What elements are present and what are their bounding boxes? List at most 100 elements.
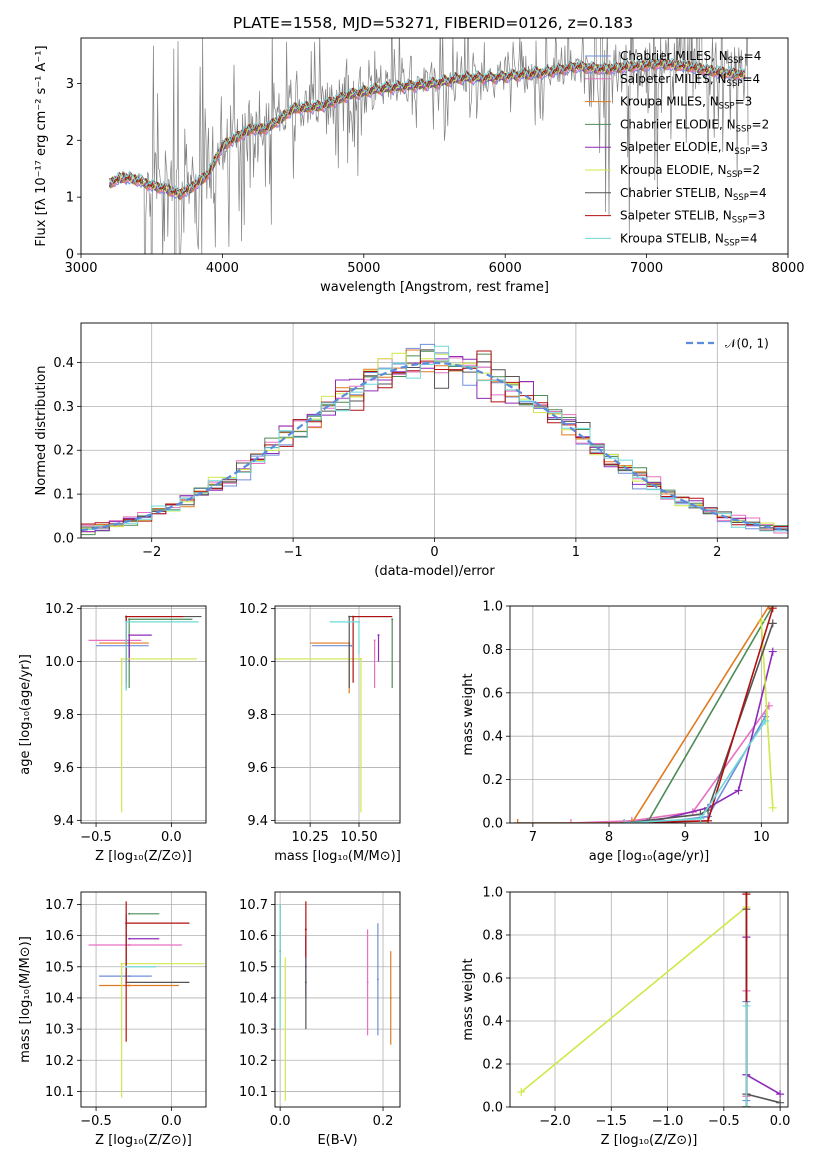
legend-nssp-sub: SSP	[732, 216, 748, 226]
y-tick-label: 1	[66, 191, 74, 206]
data-point	[125, 620, 128, 623]
line-kroupa-elodie	[520, 906, 747, 1093]
plus-marker	[696, 814, 705, 823]
legend-nssp-eq: =	[740, 231, 750, 245]
data-point	[128, 618, 131, 621]
legend-nssp-label: , N	[702, 95, 719, 109]
legend-series-name: Salpeter STELIB	[620, 209, 715, 223]
x-tick-label: 2	[713, 545, 721, 560]
axes-frame	[274, 891, 401, 1108]
plus-marker	[734, 786, 743, 795]
y-tick-label: 10.0	[239, 655, 268, 670]
data-point	[359, 657, 362, 660]
legend-nssp-value: 4	[753, 72, 761, 86]
plus-marker	[513, 819, 522, 823]
data-point	[279, 965, 282, 968]
data-point	[128, 634, 131, 637]
legend-entry: Chabrier ELODIE, NSSP=2	[620, 117, 769, 134]
y-tick-label: 0.1	[53, 488, 74, 503]
plot-area	[517, 892, 785, 1107]
axes-frame	[509, 891, 789, 1108]
legend-nssp-sub: SSP	[727, 79, 743, 89]
line-salpeter-stelib	[624, 607, 774, 823]
y-tick-label: 10.1	[45, 1085, 74, 1100]
x-tick-label: 0.2	[373, 1114, 394, 1129]
y-tick-label: 0	[66, 248, 74, 263]
data-point	[120, 657, 123, 660]
y-tick-label: 9.4	[247, 814, 268, 829]
legend-nssp-label: , N	[719, 117, 736, 131]
plus-marker	[761, 717, 770, 726]
y-tick-label: 0.0	[482, 817, 503, 832]
x-tick-label: 0.0	[770, 1114, 791, 1129]
x-tick-label: 7	[529, 830, 537, 845]
plus-marker	[742, 892, 751, 899]
y-tick-label: 2	[66, 134, 74, 149]
y-tick-label: 1.0	[482, 600, 503, 615]
panel-age_vs_mass: 10.25 10.50 9.4 9.6 9.8 10.0 10.2 mass [log₁₀(M…	[239, 602, 401, 864]
data-point	[304, 981, 307, 984]
x-tick-label: 0.0	[270, 1114, 291, 1129]
x-tick-label: 8	[605, 830, 613, 845]
x-tick-label: 0	[430, 545, 438, 560]
x-axis-label: E(B-V)	[317, 1133, 357, 1148]
x-tick-label: 7000	[630, 261, 663, 276]
line-chabrier-stelib	[745, 909, 781, 1104]
plot-area	[81, 343, 788, 536]
axes-frame	[80, 605, 207, 824]
legend-series-name: Salpeter MILES	[620, 72, 710, 86]
panel-age_vs_Z: −0.5 0.0 9.4 9.6 9.8 10.0 10.2 Z [log₁₀(Z/Z⊙)] a…	[18, 602, 207, 864]
legend-nssp-value: 3	[758, 209, 766, 223]
legend-entry: Kroupa ELODIE, NSSP=2	[620, 163, 760, 180]
y-tick-label: 10.4	[239, 991, 268, 1006]
legend-nssp-value: 4	[759, 186, 767, 200]
legend-nssp-value: 3	[760, 140, 768, 154]
line-kroupa-miles	[517, 606, 770, 823]
legend-entry: Salpeter ELODIE, NSSP=3	[620, 140, 768, 157]
x-axis-label: mass [log₁₀(M/M⊙)]	[274, 849, 401, 864]
data-point	[125, 965, 128, 968]
plus-marker	[620, 819, 629, 823]
x-tick-label: 10	[753, 830, 770, 845]
y-axis-label: mass weight	[461, 673, 476, 755]
legend-nssp-sub: SSP	[736, 124, 752, 134]
x-axis-label: Z [log₁₀(Z/Z⊙)]	[601, 1133, 698, 1148]
y-tick-label: 9.6	[53, 761, 74, 776]
x-axis-label: Z [log₁₀(Z/Z⊙)]	[95, 1133, 192, 1148]
x-tick-label: −1.0	[652, 1114, 684, 1129]
panel-massweight_vs_Z: −2.0 −1.5 −1.0 −0.5 0.0 0.0 0.2 0.4 0.6 0.8 1.0 Z […	[461, 886, 790, 1149]
legend-entry: Kroupa STELIB, NSSP=4	[620, 231, 758, 248]
panel-mass_vs_EBV: 0.0 0.2 10.1 10.2 10.3 10.4 10.5 10.6 10.7 E(B-V)	[239, 891, 401, 1148]
line-salpeter-elodie	[646, 651, 774, 823]
x-tick-label: −2	[142, 545, 161, 560]
y-tick-label: 10.6	[239, 929, 268, 944]
plus-marker	[517, 1087, 526, 1096]
legend-nssp-sub: SSP	[728, 56, 744, 66]
y-tick-label: 0.0	[482, 1101, 503, 1116]
y-tick-label: 10.2	[239, 1054, 268, 1069]
plus-marker	[768, 803, 777, 812]
plus-marker	[776, 1090, 785, 1099]
data-point	[128, 912, 131, 915]
legend-nssp-sub: SSP	[727, 170, 743, 180]
legend-nssp-eq: =	[735, 95, 745, 109]
line-chabrier-elodie	[646, 606, 774, 823]
y-tick-label: 0.6	[482, 972, 503, 987]
axes-frame	[80, 891, 207, 1108]
legend-entry: Kroupa MILES, NSSP=3	[620, 95, 752, 112]
axes-frame	[509, 605, 789, 824]
y-tick-label: 0.2	[53, 444, 74, 459]
x-tick-label: 6000	[489, 261, 522, 276]
plus-marker	[566, 819, 575, 823]
x-tick-label: 3000	[64, 261, 97, 276]
x-tick-label: 5000	[347, 261, 380, 276]
model-spectrum-salpeter-stelib	[109, 58, 746, 195]
legend-nssp-eq: =	[749, 186, 759, 200]
axes-frame	[80, 37, 789, 255]
legend-series-name: Chabrier STELIB	[620, 186, 716, 200]
plus-marker	[627, 819, 636, 823]
panel-massweight_vs_age: 7 8 9 10 0.0 0.2 0.4 0.6 0.8 1.0 age [log₁₀(age/yr…	[461, 600, 789, 864]
legend-nssp-label: , N	[710, 72, 727, 86]
